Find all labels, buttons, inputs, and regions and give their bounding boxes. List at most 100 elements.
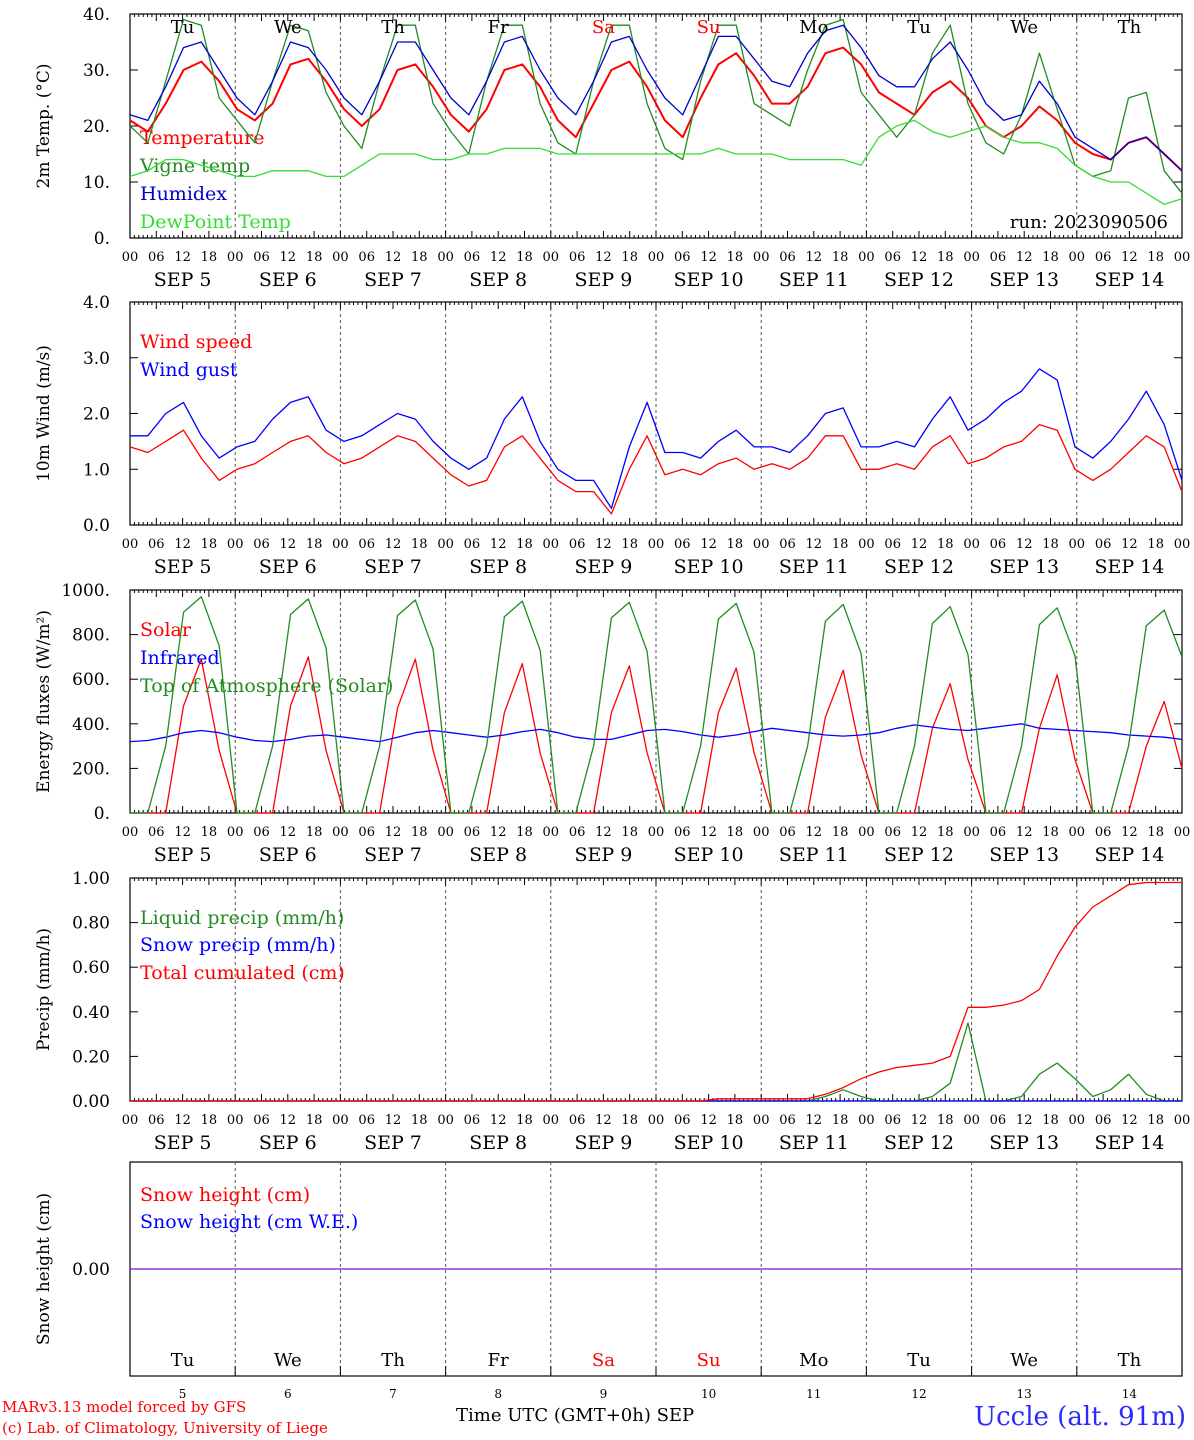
hour-label: 18 xyxy=(516,1113,533,1128)
hour-label: 12 xyxy=(595,825,612,840)
hour-label: 18 xyxy=(516,825,533,840)
hour-label: 06 xyxy=(569,1113,586,1128)
hour-label: 06 xyxy=(358,825,375,840)
hour-label: 00 xyxy=(1174,537,1191,552)
hour-label: 06 xyxy=(569,250,586,265)
date-label: SEP 11 xyxy=(779,1132,849,1154)
hour-label: 06 xyxy=(148,537,165,552)
hour-label: 12 xyxy=(806,1113,823,1128)
hour-label: 06 xyxy=(253,250,270,265)
hour-label: 00 xyxy=(1069,1113,1086,1128)
hour-label: 12 xyxy=(1121,1113,1138,1128)
series-line xyxy=(129,18,1183,194)
hour-label: 00 xyxy=(332,537,349,552)
hour-label: 00 xyxy=(543,250,560,265)
hour-label: 18 xyxy=(727,1113,744,1128)
hour-label: 00 xyxy=(648,1113,665,1128)
hour-label: 06 xyxy=(990,537,1007,552)
hour-label: 18 xyxy=(621,825,638,840)
hour-label: 18 xyxy=(937,825,954,840)
hour-label: 12 xyxy=(700,250,717,265)
date-label: SEP 8 xyxy=(469,556,527,578)
hour-label: 12 xyxy=(911,825,928,840)
date-label: SEP 14 xyxy=(1094,269,1164,291)
hour-label: 18 xyxy=(411,537,428,552)
hour-label: 06 xyxy=(358,250,375,265)
hour-label: 06 xyxy=(779,250,796,265)
y-tick-label: 0.40 xyxy=(72,1003,110,1023)
hour-label: 12 xyxy=(1016,250,1033,265)
hour-label: 00 xyxy=(437,250,454,265)
hour-label: 18 xyxy=(306,1113,323,1128)
date-label: SEP 11 xyxy=(779,844,849,866)
hour-label: 06 xyxy=(884,537,901,552)
hour-label: 12 xyxy=(595,1113,612,1128)
hour-label: 00 xyxy=(122,250,139,265)
date-label: SEP 7 xyxy=(364,269,422,291)
date-label: SEP 11 xyxy=(779,269,849,291)
day-abbr: Th xyxy=(381,17,405,38)
day-abbr: We xyxy=(274,1350,302,1371)
date-label: SEP 5 xyxy=(154,556,212,578)
day-number: 8 xyxy=(494,1387,502,1401)
panel-1: 0.10.20.30.40.2m Temp. (°C) TemperatureVi… xyxy=(34,5,1190,291)
hour-label: 18 xyxy=(1042,825,1059,840)
hour-label: 18 xyxy=(201,537,218,552)
hour-label: 06 xyxy=(990,825,1007,840)
date-label: SEP 14 xyxy=(1094,844,1164,866)
date-label: SEP 6 xyxy=(259,1132,317,1154)
legend-entry: Infrared xyxy=(140,647,220,669)
date-label: SEP 9 xyxy=(574,556,632,578)
hour-label: 12 xyxy=(595,537,612,552)
day-abbr: Tu xyxy=(907,17,931,38)
series-line xyxy=(130,596,1183,814)
date-label: SEP 11 xyxy=(779,556,849,578)
day-number: 11 xyxy=(806,1387,821,1401)
station-label: Uccle (alt. 91m) xyxy=(974,1402,1186,1432)
hour-label: 06 xyxy=(358,1113,375,1128)
hour-label: 00 xyxy=(332,825,349,840)
y-tick-label: 600. xyxy=(72,670,110,690)
date-label: SEP 14 xyxy=(1094,556,1164,578)
hour-label: 00 xyxy=(858,1113,875,1128)
hour-label: 00 xyxy=(648,250,665,265)
hour-label: 00 xyxy=(122,537,139,552)
hour-label: 06 xyxy=(253,825,270,840)
y-tick-label: 40. xyxy=(83,5,110,25)
day-abbr: Sa xyxy=(592,1350,615,1371)
hour-label: 12 xyxy=(1016,825,1033,840)
hour-label: 06 xyxy=(884,825,901,840)
day-abbr: Tu xyxy=(171,17,195,38)
hour-label: 06 xyxy=(779,537,796,552)
series-line xyxy=(130,656,1183,814)
panel-2: 0.0 1.0 2.0 3.0 4.0 10m Wind (m/s) Wind speed W… xyxy=(34,293,1190,578)
day-number: 6 xyxy=(284,1387,292,1401)
y-tick-label: 1.00 xyxy=(72,869,110,889)
hour-label: 00 xyxy=(858,250,875,265)
y-tick-label: 3.0 xyxy=(83,349,110,369)
hour-label: 12 xyxy=(700,1113,717,1128)
y-tick-label: 0.00 xyxy=(72,1092,110,1112)
day-abbr: Tu xyxy=(171,1350,195,1371)
hour-label: 12 xyxy=(280,825,297,840)
date-label: SEP 6 xyxy=(259,556,317,578)
hour-label: 12 xyxy=(385,1113,402,1128)
hour-label: 00 xyxy=(1069,537,1086,552)
legend-entry: Top of Atmosphere (Solar) xyxy=(140,675,393,697)
hour-label: 06 xyxy=(253,1113,270,1128)
date-label: SEP 14 xyxy=(1094,1132,1164,1154)
hour-label: 06 xyxy=(674,537,691,552)
hour-label: 18 xyxy=(727,537,744,552)
hour-label: 18 xyxy=(411,825,428,840)
hour-label: 00 xyxy=(437,537,454,552)
panel-3: 0. 200. 400. 600. 800. 1000. Energy fluxes (W/… xyxy=(34,581,1190,866)
hour-label: 18 xyxy=(832,825,849,840)
date-label: SEP 8 xyxy=(469,1132,527,1154)
legend-entry: Wind speed xyxy=(140,331,252,353)
hour-label: 00 xyxy=(753,250,770,265)
hour-label: 12 xyxy=(1121,250,1138,265)
hour-label: 12 xyxy=(490,825,507,840)
hour-label: 00 xyxy=(1069,250,1086,265)
hour-label: 00 xyxy=(543,1113,560,1128)
y-tick-label: 2.0 xyxy=(83,405,110,425)
